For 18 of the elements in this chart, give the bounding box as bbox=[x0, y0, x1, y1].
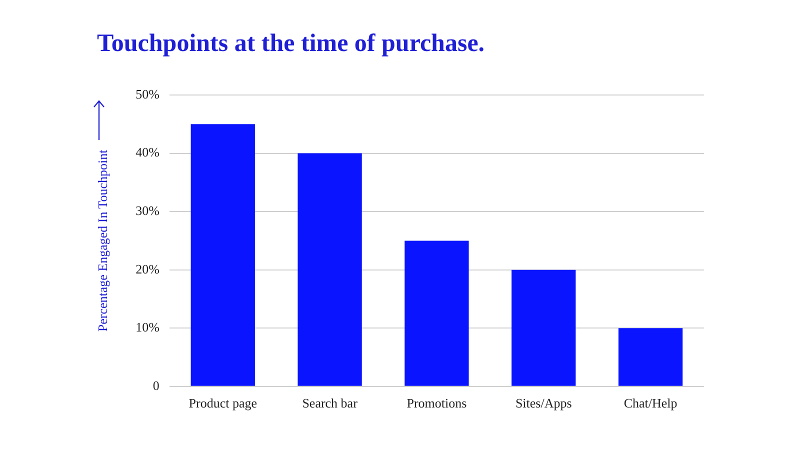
x-tick-label: Product page bbox=[188, 396, 258, 411]
y-tick-label: 0 bbox=[152, 378, 160, 393]
bar bbox=[298, 153, 362, 386]
x-tick-label: Search bar bbox=[302, 396, 358, 411]
y-tick-label: 10% bbox=[136, 320, 160, 335]
x-tick-label: Promotions bbox=[406, 396, 467, 411]
chart-title: Touchpoints at the time of purchase. bbox=[97, 30, 485, 58]
bar bbox=[190, 124, 255, 386]
y-tick-label: 30% bbox=[136, 202, 160, 218]
bar bbox=[618, 328, 683, 386]
x-tick-label: Sites/Apps bbox=[515, 396, 572, 411]
y-tick-label: 40% bbox=[136, 144, 160, 160]
x-tick-label: Chat/Help bbox=[624, 396, 678, 411]
y-tick-label: 20% bbox=[136, 261, 160, 276]
bar bbox=[404, 240, 469, 386]
y-tick-label: 50% bbox=[136, 86, 160, 102]
bar bbox=[512, 270, 576, 386]
y-axis-title: Percentage Engaged In Touchpoint bbox=[95, 149, 110, 332]
